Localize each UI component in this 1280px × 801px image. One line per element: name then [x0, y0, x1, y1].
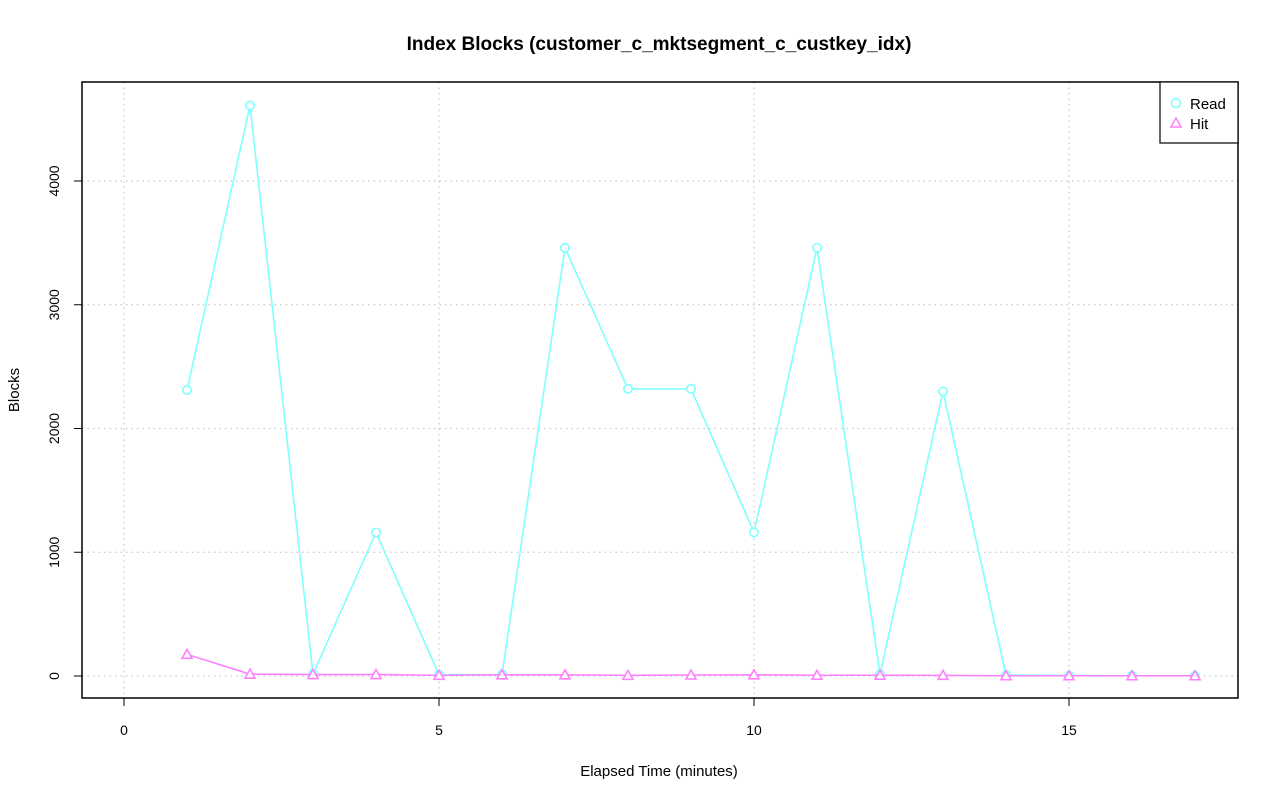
data-point-read [622, 383, 633, 394]
x-tick-label: 10 [746, 722, 762, 738]
y-tick-label: 1000 [46, 536, 62, 567]
data-point-hit [936, 668, 950, 681]
data-point-hit [747, 668, 761, 680]
data-point-read [245, 100, 256, 111]
grid-lines [82, 82, 1238, 698]
data-point-hit [999, 669, 1013, 681]
x-axis-label: Elapsed Time (minutes) [580, 763, 738, 780]
data-point-hit [621, 668, 635, 681]
x-axis: 0 5 10 15 [120, 698, 1077, 738]
series-layer [180, 100, 1202, 681]
data-point-hit [1188, 669, 1202, 681]
data-point-read [685, 383, 696, 394]
data-point-read [370, 527, 381, 538]
x-tick-label: 0 [120, 722, 128, 738]
data-point-read [182, 385, 193, 396]
y-tick-label: 2000 [46, 413, 62, 444]
data-point-hit [873, 668, 887, 681]
legend-read-marker [1170, 97, 1182, 109]
y-tick-label: 3000 [46, 289, 62, 320]
legend-hit-label: Hit [1190, 116, 1209, 133]
data-point-hit [558, 668, 572, 680]
data-point-hit [432, 668, 446, 681]
plot-frame [81, 81, 1239, 699]
data-point-hit [1125, 669, 1139, 681]
data-point-read [748, 527, 759, 538]
chart-title: Index Blocks (customer_c_mktsegment_c_cu… [407, 34, 912, 55]
y-axis: 0 1000 2000 3000 4000 [46, 165, 82, 680]
x-tick-label: 5 [435, 722, 443, 738]
y-tick-label: 0 [46, 672, 62, 680]
legend-box [1159, 81, 1239, 144]
legend-read-label: Read [1190, 96, 1226, 113]
data-point-hit [180, 647, 194, 660]
data-point-read [937, 386, 948, 397]
y-axis-label: Blocks [6, 368, 23, 412]
data-point-hit [243, 667, 257, 679]
data-point-read [811, 242, 822, 253]
legend-hit-marker [1169, 116, 1183, 128]
data-point-read [559, 242, 570, 253]
data-point-hit [369, 667, 383, 680]
data-point-hit [1062, 669, 1076, 681]
data-point-hit [810, 668, 824, 681]
series-hit [180, 647, 1202, 681]
y-tick-label: 4000 [46, 165, 62, 196]
data-point-hit [495, 668, 509, 680]
data-point-hit [684, 668, 698, 680]
series-read [182, 100, 1201, 681]
legend: Read Hit [1159, 81, 1239, 144]
x-tick-label: 15 [1061, 722, 1077, 738]
data-point-hit [306, 667, 320, 680]
